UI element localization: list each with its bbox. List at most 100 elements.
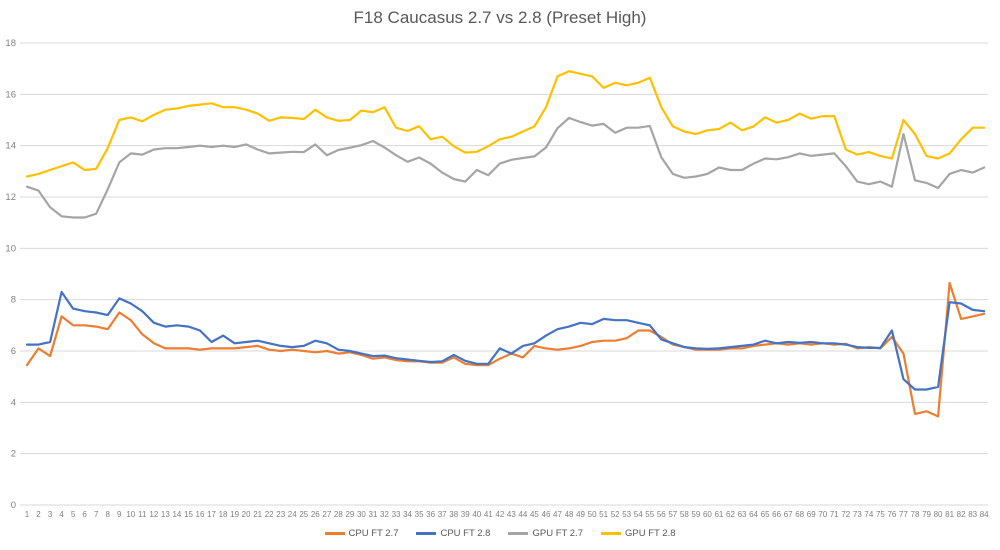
- x-tick-label: 67: [784, 510, 793, 519]
- x-tick-label: 5: [71, 510, 76, 519]
- x-tick-label: 54: [634, 510, 643, 519]
- x-tick-label: 13: [161, 510, 170, 519]
- x-tick-label: 50: [588, 510, 597, 519]
- x-tick-label: 77: [899, 510, 908, 519]
- x-tick-label: 62: [726, 510, 735, 519]
- x-tick-label: 25: [299, 510, 308, 519]
- legend-label-gpu-ft-2-8: GPU FT 2.8: [624, 528, 676, 539]
- y-tick-label: 0: [11, 500, 16, 511]
- x-tick-label: 53: [622, 510, 631, 519]
- x-tick-label: 3: [48, 510, 53, 519]
- x-tick-label: 64: [749, 510, 758, 519]
- x-tick-label: 66: [772, 510, 781, 519]
- x-tick-label: 23: [276, 510, 285, 519]
- x-tick-label: 8: [106, 510, 111, 519]
- y-tick-label: 12: [5, 192, 16, 203]
- x-tick-label: 74: [864, 510, 873, 519]
- y-tick-label: 16: [5, 89, 16, 100]
- x-tick-label: 24: [288, 510, 297, 519]
- x-tick-label: 16: [196, 510, 205, 519]
- legend-item-gpu-ft-2-8: GPU FT 2.8: [600, 528, 676, 539]
- x-tick-label: 72: [841, 510, 850, 519]
- x-tick-label: 56: [657, 510, 666, 519]
- x-tick-label: 48: [565, 510, 574, 519]
- x-tick-label: 68: [795, 510, 804, 519]
- x-tick-label: 69: [807, 510, 816, 519]
- legend-label-cpu-ft-2-8: CPU FT 2.8: [440, 528, 491, 539]
- x-tick-label: 44: [518, 510, 527, 519]
- x-tick-label: 32: [380, 510, 389, 519]
- x-tick-label: 51: [599, 510, 608, 519]
- y-tick-label: 2: [11, 449, 16, 460]
- x-tick-label: 2: [36, 510, 41, 519]
- y-tick-label: 4: [11, 397, 16, 408]
- x-tick-label: 81: [945, 510, 954, 519]
- series-line-cpu-ft-2-8: [25, 290, 986, 391]
- legend-label-cpu-ft-2-7: CPU FT 2.7: [348, 528, 399, 539]
- x-tick-label: 37: [438, 510, 447, 519]
- series-line-gpu-ft-2-8: [25, 70, 986, 178]
- legend: CPU FT 2.7 CPU FT 2.8 GPU FT 2.7 GPU FT 2.8: [0, 528, 1000, 539]
- x-tick-label: 6: [82, 510, 87, 519]
- y-tick-label: 8: [11, 295, 16, 306]
- x-tick-label: 70: [818, 510, 827, 519]
- x-tick-label: 63: [738, 510, 747, 519]
- x-tick-label: 65: [761, 510, 770, 519]
- legend-item-gpu-ft-2-7: GPU FT 2.7: [508, 528, 583, 539]
- x-tick-label: 39: [461, 510, 470, 519]
- x-tick-label: 7: [94, 510, 99, 519]
- x-tick-label: 19: [230, 510, 239, 519]
- x-tick-label: 61: [714, 510, 723, 519]
- x-tick-label: 11: [138, 510, 147, 519]
- x-tick-label: 75: [876, 510, 885, 519]
- chart-title: F18 Caucasus 2.7 vs 2.8 (Preset High): [353, 8, 647, 27]
- x-tick-label: 46: [542, 510, 551, 519]
- x-tick-label: 84: [980, 510, 989, 519]
- y-tick-label: 14: [5, 141, 16, 152]
- series-line-cpu-ft-2-7: [25, 281, 986, 418]
- x-tick-label: 60: [703, 510, 712, 519]
- x-tick-label: 38: [449, 510, 458, 519]
- x-tick-label: 30: [357, 510, 366, 519]
- legend-swatch-cpu-ft-2-7: [324, 532, 345, 535]
- x-tick-label: 33: [392, 510, 401, 519]
- x-tick-label: 21: [253, 510, 262, 519]
- x-tick-label: 31: [369, 510, 378, 519]
- legend-swatch-cpu-ft-2-8: [416, 532, 437, 535]
- x-tick-label: 4: [59, 510, 64, 519]
- x-tick-label: 18: [219, 510, 228, 519]
- y-tick-label: 10: [5, 243, 16, 254]
- x-tick-label: 83: [968, 510, 977, 519]
- x-tick-label: 20: [242, 510, 251, 519]
- series-line-gpu-ft-2-7: [25, 116, 986, 219]
- x-tick-label: 49: [576, 510, 585, 519]
- x-tick-label: 82: [957, 510, 966, 519]
- x-tick-label: 43: [507, 510, 516, 519]
- x-tick-label: 34: [403, 510, 412, 519]
- x-tick-label: 35: [415, 510, 424, 519]
- legend-swatch-gpu-ft-2-7: [508, 532, 529, 535]
- x-tick-label: 14: [172, 510, 181, 519]
- x-tick-label: 79: [922, 510, 931, 519]
- x-tick-label: 55: [645, 510, 654, 519]
- x-tick-label: 22: [265, 510, 274, 519]
- x-tick-label: 17: [207, 510, 216, 519]
- x-tick-label: 10: [126, 510, 135, 519]
- legend-item-cpu-ft-2-8: CPU FT 2.8: [416, 528, 490, 539]
- x-tick-label: 42: [495, 510, 504, 519]
- legend-item-cpu-ft-2-7: CPU FT 2.7: [324, 528, 399, 539]
- y-tick-label: 6: [11, 346, 16, 357]
- x-tick-label: 58: [680, 510, 689, 519]
- x-tick-label: 9: [117, 510, 122, 519]
- x-tick-label: 73: [853, 510, 862, 519]
- legend-label-gpu-ft-2-7: GPU FT 2.7: [532, 528, 583, 539]
- x-tick-label: 45: [530, 510, 539, 519]
- x-tick-label: 59: [691, 510, 700, 519]
- x-tick-label: 1: [25, 510, 30, 519]
- x-tick-label: 29: [345, 510, 354, 519]
- x-tick-label: 57: [668, 510, 677, 519]
- legend-swatch-gpu-ft-2-8: [600, 532, 621, 535]
- x-tick-label: 78: [911, 510, 920, 519]
